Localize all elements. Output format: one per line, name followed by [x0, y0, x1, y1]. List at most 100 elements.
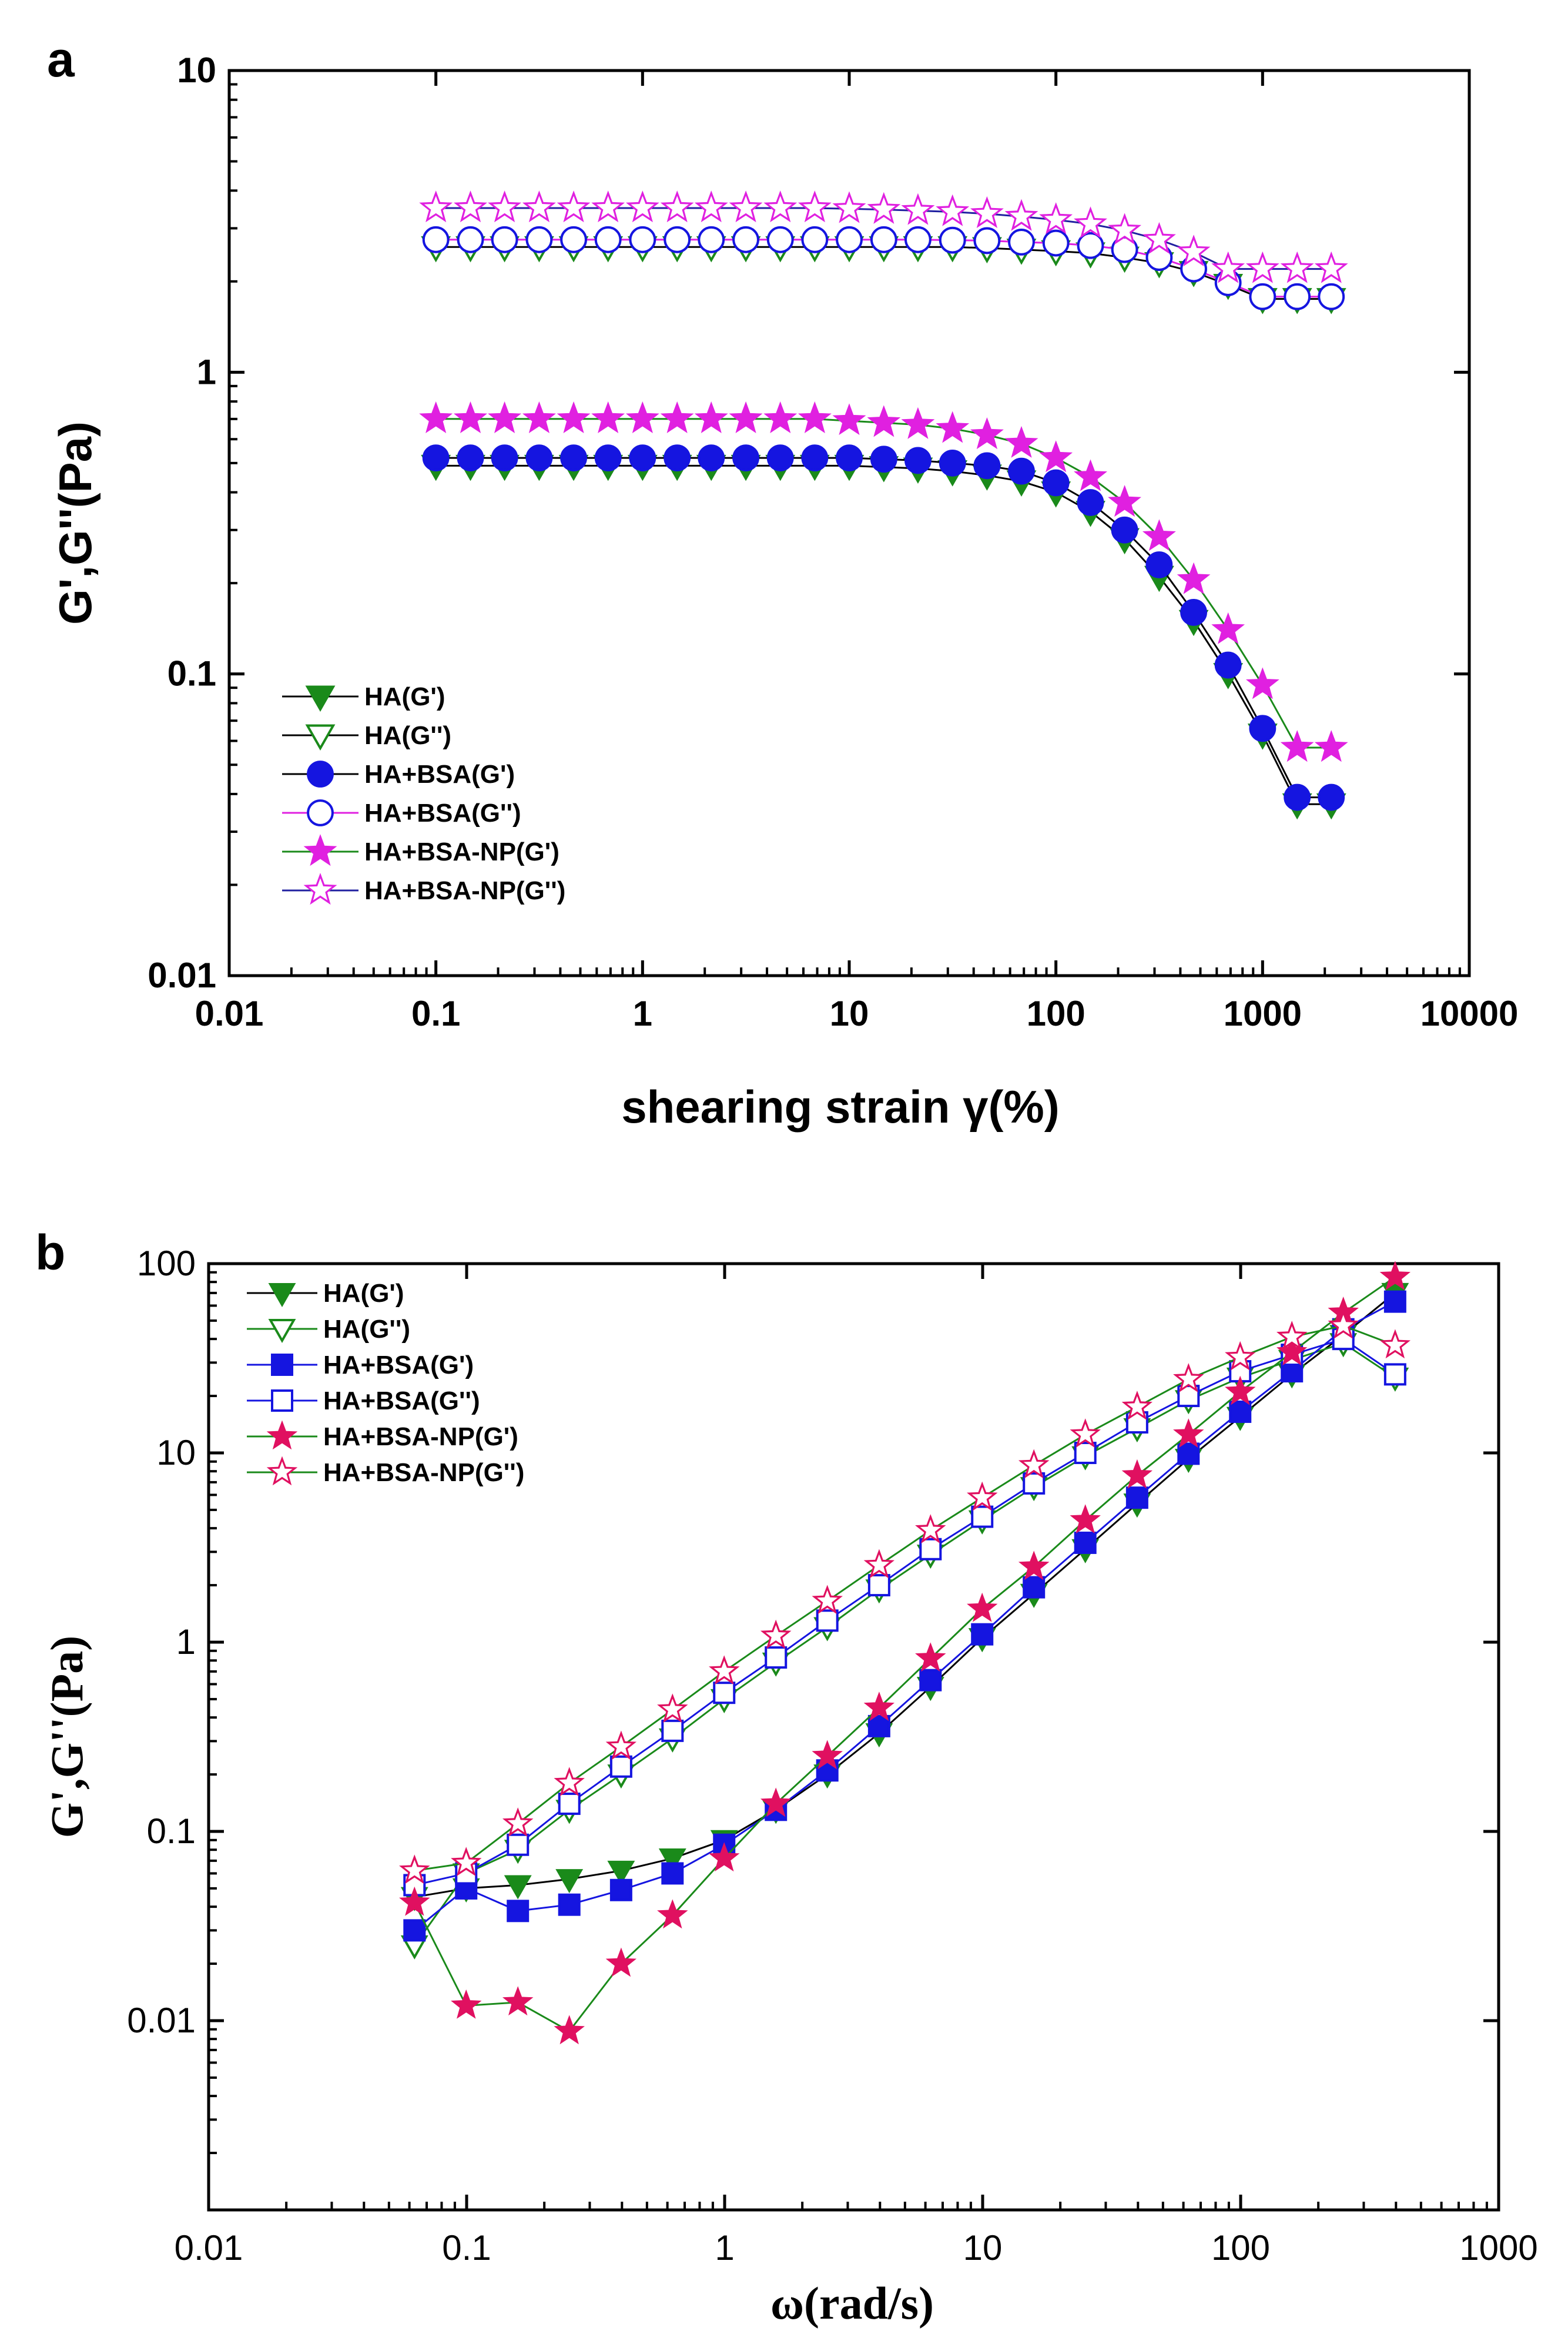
- ha-bsa-np-g-marker-5: [591, 190, 625, 223]
- ha-bsa-np-g-marker-15: [936, 194, 970, 226]
- x-tick-label: 10000: [1420, 994, 1519, 1033]
- series-line-ha-bsa-np-g: [413, 1276, 1396, 2032]
- plot-frame: [207, 1262, 1500, 2212]
- ha-bsa-np-g-marker-0: [419, 190, 453, 223]
- ha-bsa-np-g-marker-15: [1173, 1363, 1204, 1393]
- ha-bsa-g-marker-13: [1074, 1442, 1097, 1464]
- ha-bsa-g-marker-12: [836, 444, 863, 472]
- ha-bsa-np-g-marker-13: [1070, 1504, 1101, 1534]
- ha-bsa-g-marker-18: [1042, 229, 1070, 257]
- legend-ha-g-marker-0: [305, 724, 336, 751]
- ha-bsa-g-marker-9: [867, 1574, 890, 1597]
- ha-bsa-np-g-marker-22: [1177, 235, 1211, 267]
- ha-bsa-np-g-marker-7: [760, 1787, 792, 1817]
- ha-bsa-g-marker-19: [1383, 1290, 1406, 1313]
- y-tick-label: 0.1: [147, 1811, 196, 1851]
- ha-bsa-np-g-marker-8: [812, 1740, 843, 1770]
- ha-bsa-np-g-marker-4: [557, 401, 591, 433]
- y-tick-label: 0.01: [148, 956, 216, 995]
- y-tick-label: 1: [176, 1622, 196, 1662]
- x-tick-label: 100: [1027, 994, 1085, 1033]
- ha-bsa-g-marker-4: [609, 1755, 632, 1778]
- ha-bsa-g-marker-21: [1145, 551, 1173, 578]
- ha-bsa-np-g-marker-3: [554, 2015, 585, 2045]
- legend-label: HA(G'): [364, 682, 445, 711]
- legend-ha-bsa-np-g-marker-0: [303, 873, 337, 905]
- ha-bsa-np-g-marker-18: [1039, 202, 1073, 235]
- ha-bsa-np-g-marker-5: [657, 1693, 688, 1723]
- ha-bsa-np-g-marker-11: [967, 1481, 998, 1511]
- ha-bsa-np-g-marker-21: [1142, 222, 1176, 254]
- x-axis-title: ω(rad/s): [770, 2278, 934, 2329]
- ha-bsa-g-marker-5: [661, 1719, 684, 1742]
- ha-bsa-np-g-marker-1: [451, 1847, 482, 1877]
- x-tick-label: 0.1: [411, 994, 460, 1033]
- panel-letter: b: [35, 1225, 65, 1280]
- ha-bsa-np-g-marker-4: [605, 1947, 637, 1977]
- ha-bsa-g-marker-24: [1249, 715, 1276, 742]
- ha-bsa-g-marker-3: [558, 1893, 581, 1916]
- ha-bsa-np-g-marker-6: [625, 190, 659, 223]
- ha-bsa-np-g-marker-3: [522, 190, 556, 223]
- ha-bsa-np-g-marker-6: [625, 401, 659, 433]
- legend-ha-bsa-g-marker-0: [271, 1389, 293, 1412]
- ha-bsa-g-marker-20: [1111, 516, 1138, 544]
- ha-bsa-g-marker-19: [1077, 489, 1104, 516]
- ha-bsa-np-g-marker-20: [1108, 213, 1141, 245]
- ha-bsa-g-marker-16: [973, 452, 1001, 480]
- ha-bsa-g-marker-16: [973, 227, 1001, 254]
- ha-bsa-g-marker-2: [507, 1833, 530, 1856]
- ha-bsa-np-g-marker-7: [660, 401, 694, 433]
- ha-bsa-np-g-marker-5: [591, 401, 625, 433]
- x-tick-label: 1: [633, 994, 652, 1033]
- ha-bsa-np-g-marker-14: [1121, 1391, 1153, 1420]
- ha-bsa-np-g-marker-10: [915, 1514, 946, 1544]
- ha-bsa-np-g-marker-15: [936, 411, 970, 443]
- legend-ha-bsa-g-marker-0: [307, 761, 334, 788]
- ha-bsa-np-g-marker-13: [867, 192, 901, 224]
- ha-bsa-g-marker-10: [919, 1538, 942, 1560]
- ha-bsa-np-g-marker-17: [1276, 1336, 1308, 1366]
- ha-bsa-np-g-marker-1: [454, 401, 487, 433]
- ha-bsa-np-g-marker-4: [557, 190, 591, 223]
- legend: HA(G') HA(G'') HA+BSA(G') HA+BSA(G'') HA+BSA…: [247, 1279, 524, 1487]
- x-tick-label: 1000: [1224, 994, 1302, 1033]
- ha-bsa-np-g-marker-13: [867, 405, 901, 437]
- legend-label: HA+BSA-NP(G''): [364, 876, 565, 905]
- ha-bsa-g-marker-10: [766, 444, 794, 472]
- ha-bsa-g-marker-17: [1008, 228, 1035, 256]
- ha-bsa-g-marker-1: [457, 444, 484, 472]
- x-axis-title: shearing strain γ(%): [621, 1081, 1060, 1133]
- ha-bsa-np-g-marker-3: [554, 1767, 585, 1797]
- ha-bsa-g-marker-12: [836, 226, 863, 253]
- legend-ha-bsa-np-g-marker-0: [266, 1420, 298, 1450]
- ha-bsa-np-g-marker-19: [1074, 206, 1107, 239]
- legend-label: HA+BSA-NP(G'): [364, 838, 559, 866]
- ha-bsa-np-g-marker-1: [451, 1989, 482, 2019]
- ha-bsa-np-g-marker-20: [1108, 485, 1141, 517]
- ha-bsa-g-marker-17: [1008, 457, 1035, 485]
- ha-bsa-g-marker-6: [629, 226, 656, 253]
- ha-bsa-g-marker-2: [507, 1900, 530, 1923]
- ha-bsa-g-marker-5: [594, 226, 622, 253]
- ha-bsa-g-marker-15: [1177, 1442, 1200, 1465]
- ha-bsa-g-marker-3: [558, 1792, 581, 1815]
- ha-bsa-np-g-marker-8: [812, 1585, 843, 1615]
- ha-bsa-g-marker-13: [870, 446, 897, 473]
- legend-label: HA(G''): [323, 1315, 410, 1344]
- ha-bsa-np-g-marker-6: [709, 1842, 740, 1872]
- ha-bsa-g-marker-4: [609, 1878, 632, 1901]
- x-tick-label: 10: [963, 2228, 1003, 2268]
- ha-bsa-np-g-marker-16: [970, 417, 1004, 450]
- series-ha-bsa-g: [422, 444, 1345, 811]
- ha-bsa-g-marker-23: [1214, 651, 1242, 679]
- legend-ha-bsa-g-marker-0: [307, 799, 334, 826]
- ha-bsa-np-g-marker-13: [1070, 1418, 1101, 1448]
- ha-bsa-np-g-marker-26: [1314, 251, 1348, 283]
- ha-bsa-g-marker-9: [732, 226, 759, 253]
- series-ha-bsa-g: [422, 226, 1345, 310]
- ha-bsa-np-g-marker-18: [1039, 440, 1073, 473]
- legend-ha-bsa-g-marker-0: [271, 1354, 293, 1376]
- ha-bsa-np-g-marker-2: [488, 190, 521, 223]
- ha-bsa-g-marker-11: [801, 226, 829, 253]
